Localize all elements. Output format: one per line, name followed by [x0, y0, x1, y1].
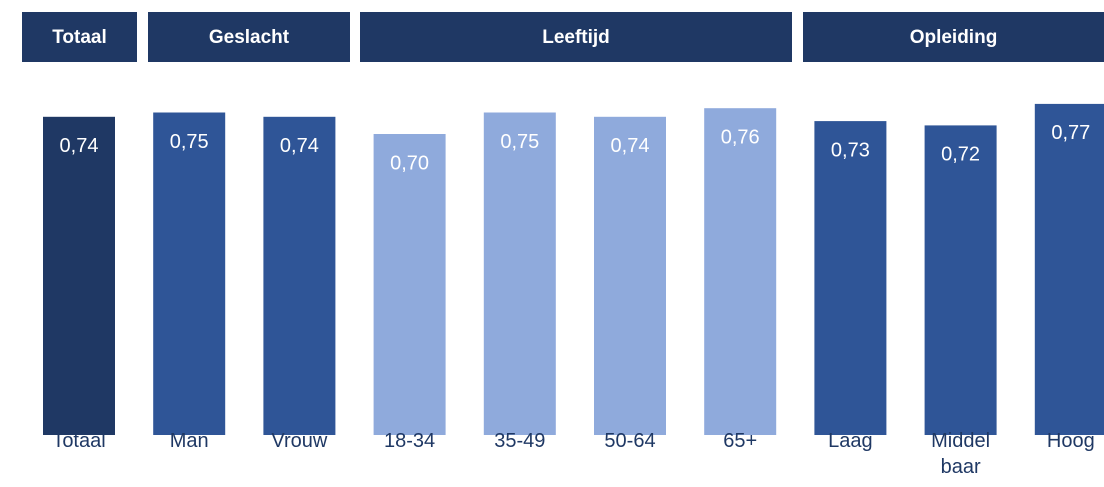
bar	[263, 116, 336, 436]
value-label: 0,75	[170, 131, 209, 153]
bar	[153, 112, 226, 435]
bar	[373, 134, 446, 435]
group-header-label: Totaal	[52, 27, 107, 48]
value-label: 0,72	[941, 144, 980, 166]
group-header-label: Leeftijd	[542, 27, 610, 48]
group-header	[360, 12, 792, 62]
value-label: 0,74	[611, 135, 650, 157]
x-tick-label: Totaal	[52, 430, 106, 452]
value-label: 0,75	[500, 131, 539, 153]
x-tick-label: Vrouw	[271, 430, 328, 452]
x-tick-label: Hoog	[1046, 430, 1095, 452]
value-label: 0,76	[721, 126, 760, 148]
value-label: 0,70	[390, 152, 429, 174]
group-header	[22, 12, 137, 62]
group-header-label: Opleiding	[910, 27, 998, 48]
bar	[704, 108, 777, 435]
x-tick-label: Laag	[828, 430, 873, 452]
group-header	[148, 12, 350, 62]
bar	[814, 121, 887, 435]
value-label: 0,77	[1051, 122, 1090, 144]
bar	[594, 116, 666, 436]
x-tick-label: 50-64	[604, 430, 656, 452]
bar	[924, 125, 997, 436]
value-label: 0,73	[831, 139, 870, 161]
x-tick-label: 65+	[723, 430, 758, 452]
bar	[1034, 103, 1104, 436]
x-tick-label: Middel baar	[931, 430, 991, 478]
x-tick-label: 35-49	[494, 430, 546, 452]
group-header-label: Geslacht	[209, 27, 290, 48]
group-header	[803, 12, 1104, 62]
bar	[483, 112, 556, 435]
bar	[43, 116, 115, 436]
x-tick-label: Man	[169, 430, 209, 452]
value-label: 0,74	[280, 135, 319, 157]
x-tick-label: 18-34	[384, 430, 436, 452]
value-label: 0,74	[60, 135, 99, 157]
